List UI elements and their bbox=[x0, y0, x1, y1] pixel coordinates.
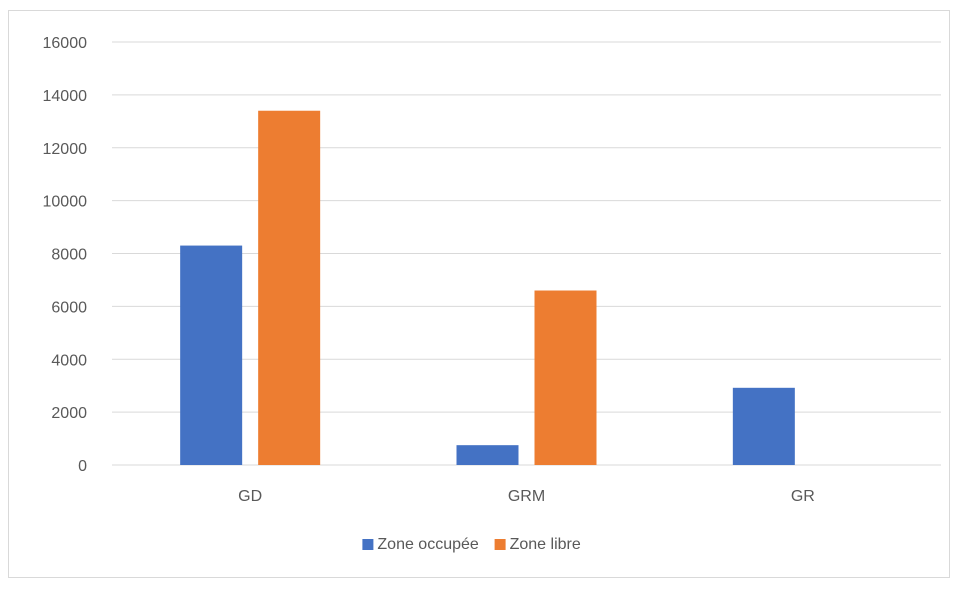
y-tick-label: 12000 bbox=[43, 141, 88, 158]
chart-area: 0 2000 4000 6000 8000 10000 12000 14000 16000 GD… bbox=[8, 10, 950, 578]
x-tick-label: GD bbox=[238, 488, 262, 505]
legend-label: Zone libre bbox=[510, 536, 581, 553]
y-tick-label: 16000 bbox=[43, 35, 88, 52]
bar-chart: 0 2000 4000 6000 8000 10000 12000 14000 16000 GD… bbox=[43, 35, 941, 553]
bar-gr-occupee bbox=[732, 387, 795, 465]
y-axis-ticks: 0 2000 4000 6000 8000 10000 12000 14000 16000 bbox=[43, 35, 88, 475]
legend-swatch bbox=[494, 539, 506, 550]
y-tick-label: 14000 bbox=[43, 88, 88, 105]
x-tick-label: GR bbox=[791, 488, 815, 505]
bar-grm-occupee bbox=[456, 445, 519, 465]
legend: Zone occupée Zone libre bbox=[362, 536, 581, 553]
legend-label: Zone occupée bbox=[377, 536, 479, 553]
y-tick-label: 2000 bbox=[51, 405, 87, 422]
bars bbox=[180, 110, 795, 466]
gridlines bbox=[112, 41, 941, 466]
legend-swatch bbox=[362, 539, 374, 550]
y-tick-label: 0 bbox=[78, 458, 87, 475]
y-tick-label: 6000 bbox=[51, 299, 87, 316]
y-tick-label: 4000 bbox=[51, 352, 87, 369]
y-tick-label: 8000 bbox=[51, 247, 87, 264]
x-tick-label: GRM bbox=[508, 488, 545, 505]
bar-gd-libre bbox=[258, 110, 321, 466]
bar-gd-occupee bbox=[180, 245, 243, 465]
bar-grm-libre bbox=[534, 290, 597, 465]
y-tick-label: 10000 bbox=[43, 194, 88, 211]
x-axis-ticks: GD GRM GR bbox=[238, 488, 815, 505]
